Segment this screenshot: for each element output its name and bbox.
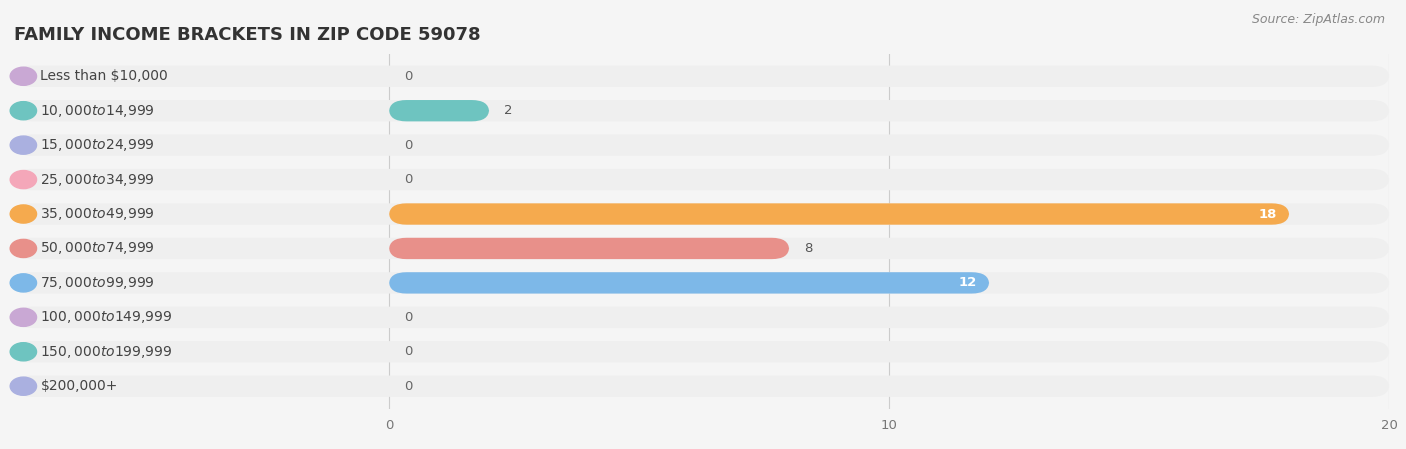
Text: $35,000 to $49,999: $35,000 to $49,999 (41, 206, 155, 222)
FancyBboxPatch shape (14, 66, 1389, 87)
Text: $50,000 to $74,999: $50,000 to $74,999 (41, 241, 155, 256)
FancyBboxPatch shape (14, 272, 1389, 294)
Circle shape (10, 308, 37, 326)
FancyBboxPatch shape (14, 375, 1389, 397)
Circle shape (10, 171, 37, 189)
Text: $150,000 to $199,999: $150,000 to $199,999 (41, 344, 173, 360)
Text: $100,000 to $149,999: $100,000 to $149,999 (41, 309, 173, 326)
Text: 2: 2 (505, 104, 513, 117)
Circle shape (10, 67, 37, 85)
Text: 0: 0 (404, 139, 412, 152)
Text: $25,000 to $34,999: $25,000 to $34,999 (41, 172, 155, 188)
Text: $200,000+: $200,000+ (41, 379, 118, 393)
Circle shape (10, 274, 37, 292)
FancyBboxPatch shape (389, 238, 789, 259)
Text: 18: 18 (1258, 207, 1277, 220)
Text: Less than $10,000: Less than $10,000 (41, 69, 169, 83)
Text: 0: 0 (404, 380, 412, 393)
FancyBboxPatch shape (14, 238, 1389, 259)
Circle shape (10, 377, 37, 395)
FancyBboxPatch shape (14, 100, 1389, 121)
Circle shape (10, 101, 37, 120)
FancyBboxPatch shape (14, 169, 1389, 190)
Text: $15,000 to $24,999: $15,000 to $24,999 (41, 137, 155, 153)
FancyBboxPatch shape (389, 100, 489, 121)
Text: 0: 0 (404, 311, 412, 324)
Circle shape (10, 205, 37, 223)
Text: 0: 0 (404, 345, 412, 358)
Text: 8: 8 (804, 242, 813, 255)
Text: FAMILY INCOME BRACKETS IN ZIP CODE 59078: FAMILY INCOME BRACKETS IN ZIP CODE 59078 (14, 26, 481, 44)
Text: 0: 0 (404, 173, 412, 186)
FancyBboxPatch shape (14, 341, 1389, 362)
FancyBboxPatch shape (14, 134, 1389, 156)
Text: Source: ZipAtlas.com: Source: ZipAtlas.com (1251, 13, 1385, 26)
FancyBboxPatch shape (389, 203, 1289, 224)
Text: $10,000 to $14,999: $10,000 to $14,999 (41, 103, 155, 119)
Circle shape (10, 239, 37, 258)
FancyBboxPatch shape (14, 307, 1389, 328)
Text: $75,000 to $99,999: $75,000 to $99,999 (41, 275, 155, 291)
Circle shape (10, 136, 37, 154)
FancyBboxPatch shape (389, 272, 988, 294)
Circle shape (10, 343, 37, 361)
Text: 0: 0 (404, 70, 412, 83)
Text: 12: 12 (959, 277, 977, 290)
FancyBboxPatch shape (14, 203, 1389, 224)
